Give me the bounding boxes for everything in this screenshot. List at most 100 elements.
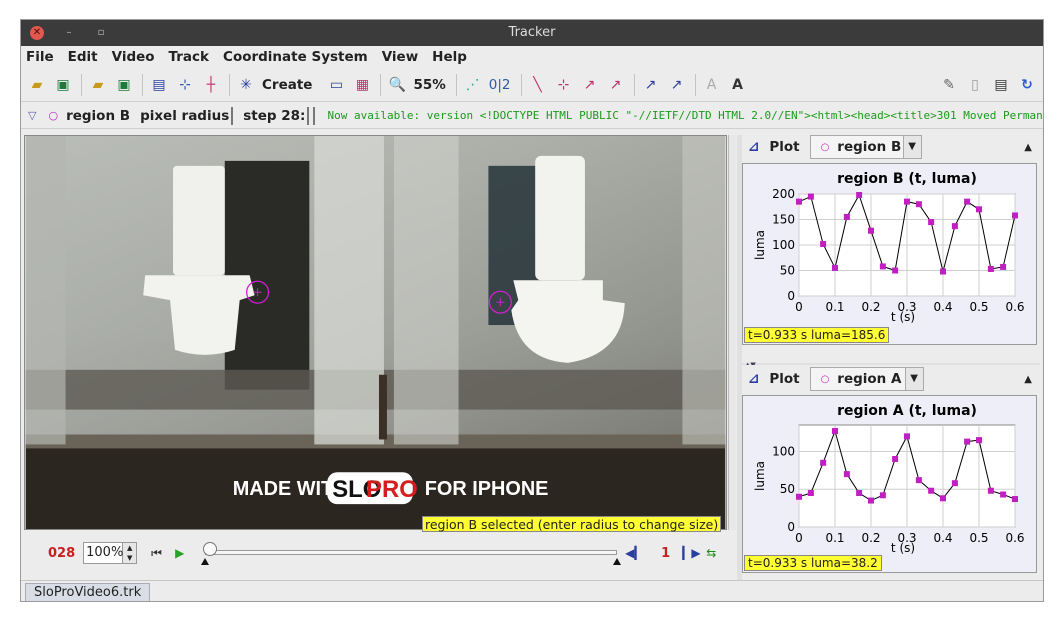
region-a-marker[interactable] [246, 280, 270, 304]
plot-header-a: ⊿ Plot ○ region A ▼ ▲ [742, 365, 1040, 393]
tab-file[interactable]: SloProVideo6.trk [25, 583, 151, 601]
plot-button-b[interactable]: Plot [769, 139, 800, 155]
save-icon[interactable]: ▣ [56, 76, 70, 93]
refresh-icon[interactable]: ↻ [1021, 76, 1033, 93]
collapse-icon[interactable]: ▲ [1024, 373, 1032, 385]
path-icon[interactable]: ╲ [533, 76, 542, 93]
acceleration-icon[interactable]: ↗ [609, 76, 622, 93]
update-announcement[interactable]: Now available: version <!DOCTYPE HTML PU… [327, 109, 1043, 122]
create-track-icon[interactable]: ✳ [240, 76, 252, 93]
track-control-icon[interactable]: ▭ [329, 76, 344, 93]
menu-track[interactable]: Track [168, 49, 210, 65]
plot-button-a[interactable]: Plot [769, 371, 800, 387]
radius-field[interactable] [231, 106, 234, 125]
menu-video[interactable]: Video [111, 49, 155, 65]
menu-edit[interactable]: Edit [67, 49, 98, 65]
minimize-window-button[interactable]: – [66, 27, 72, 38]
track-dropdown-icon[interactable]: ▽ [28, 109, 37, 122]
data-point [807, 490, 814, 496]
slider-track [205, 550, 618, 555]
toolbar-separator [81, 73, 82, 96]
data-point [1000, 491, 1007, 498]
menu-coordinate-system[interactable]: Coordinate System [223, 49, 368, 65]
step-forward-icon[interactable]: ▎▶ [682, 546, 701, 560]
drawing-pen-icon[interactable]: ✎ [943, 76, 955, 93]
vertical-splitter[interactable] [737, 135, 742, 580]
play-icon[interactable]: ▶ [175, 546, 185, 560]
data-point [843, 471, 850, 478]
zoom-button[interactable]: 55% [413, 76, 446, 93]
open-folder-icon[interactable]: ▰ [31, 76, 43, 93]
loop-icon[interactable]: ⇆ [706, 546, 717, 560]
step-size[interactable]: 1 [661, 545, 671, 561]
plot-chart-b[interactable]: 0 0.1 0.2 0.3 0.4 0.5 0.6 0 50 100 150 200 region B … [743, 164, 1038, 346]
x-mass-icon[interactable]: ↗ [670, 76, 683, 93]
step-back-icon[interactable]: ◀▎ [625, 546, 644, 560]
rewind-icon[interactable]: ⏮ [151, 545, 162, 560]
start-marker-icon[interactable] [201, 558, 210, 565]
info-icon[interactable]: ▤ [994, 76, 1008, 93]
plot-icon[interactable]: ⊿ [748, 139, 760, 155]
x-ruler-icon[interactable]: ↗ [644, 76, 657, 93]
x-tick-label: 0 [795, 300, 803, 314]
autotracker-icon[interactable]: ▦ [355, 76, 370, 93]
x-tick-label: 0.2 [861, 300, 880, 314]
chevron-down-icon[interactable]: ▼ [902, 136, 921, 158]
menu-file[interactable]: File [26, 49, 54, 65]
slider-knob[interactable] [203, 542, 218, 556]
region-marker-icon: ○ [820, 373, 830, 385]
trails-icon[interactable]: ⋰ [465, 76, 480, 93]
plot-readout-a: t=0.933 s luma=38.2 [744, 555, 882, 571]
menu-help[interactable]: Help [432, 49, 467, 65]
font-smaller-icon[interactable]: A [706, 76, 717, 93]
chevron-down-icon[interactable]: ▼ [904, 368, 923, 390]
toolbar-separator [520, 73, 522, 96]
open-video-icon[interactable]: ▰ [92, 76, 104, 93]
end-marker-icon[interactable] [613, 558, 622, 565]
region-marker-icon: ○ [48, 109, 59, 122]
step-x-field[interactable] [307, 106, 310, 125]
playback-slider[interactable] [201, 538, 622, 568]
maximize-window-button[interactable]: ▫ [97, 27, 105, 38]
track-name[interactable]: region B [66, 107, 131, 124]
plot-icon[interactable]: ⊿ [748, 371, 760, 387]
notes-icon[interactable]: ▯ [971, 76, 979, 93]
axes-icon[interactable]: ┼ [206, 76, 216, 93]
y-tick-label: 0 [787, 520, 795, 534]
velocity-icon[interactable]: ↗ [583, 76, 596, 93]
close-window-button[interactable]: ✕ [30, 26, 44, 40]
y-tick-label: 200 [772, 187, 795, 201]
step-y-field[interactable] [313, 106, 316, 125]
region-b-marker[interactable] [488, 290, 512, 314]
clip-settings-icon[interactable]: ▤ [152, 76, 166, 93]
plot-track-select-a[interactable]: ○ region A ▼ [809, 367, 924, 391]
y-tick-label: 100 [772, 444, 795, 458]
label-toggle-icon[interactable]: 0|2 [488, 76, 511, 93]
plot-chart-a[interactable]: 0 0.1 0.2 0.3 0.4 0.5 0.6 0 50 100 region A (t, lu… [743, 396, 1038, 574]
plot-area-b[interactable]: 0 0.1 0.2 0.3 0.4 0.5 0.6 0 50 100 150 200 region B … [742, 163, 1037, 345]
video-panel[interactable]: MADE WITH SLO PRO FOR IPHONE [24, 135, 727, 530]
plot-area-a[interactable]: 0 0.1 0.2 0.3 0.4 0.5 0.6 0 50 100 region A (t, lu… [742, 395, 1037, 573]
create-button[interactable]: Create [262, 76, 313, 93]
video-scrollbar[interactable] [728, 135, 736, 530]
calibration-tools-icon[interactable]: ⊹ [179, 76, 191, 93]
data-point [807, 193, 814, 200]
step-label: step 28: [243, 107, 306, 124]
collapse-icon[interactable]: ▲ [1024, 141, 1032, 153]
plot-readout-b: t=0.933 s luma=185.6 [744, 327, 890, 343]
font-larger-icon[interactable]: A [732, 76, 743, 93]
zoom-icon[interactable]: 🔍 [388, 76, 407, 93]
y-axis-label: luma [753, 461, 767, 491]
plot-panel-b: ⊿ Plot ○ region B ▼ ▲ 0 0.1 0.2 0.3 0.4 0.5 0.… [742, 133, 1040, 363]
save-video-icon[interactable]: ▣ [117, 76, 131, 93]
playback-rate-field[interactable]: 100% [83, 542, 123, 564]
plot-track-select-b[interactable]: ○ region B ▼ [809, 135, 922, 159]
rate-spinner[interactable]: ▲ ▼ [123, 542, 138, 564]
data-point [940, 268, 946, 275]
data-point [879, 492, 886, 499]
toolbar-separator [142, 73, 143, 96]
menu-view[interactable]: View [381, 49, 419, 65]
video-frame[interactable]: MADE WITH SLO PRO FOR IPHONE [25, 136, 726, 529]
positions-icon[interactable]: ⊹ [557, 76, 570, 93]
frame-number[interactable]: 028 [48, 545, 76, 561]
